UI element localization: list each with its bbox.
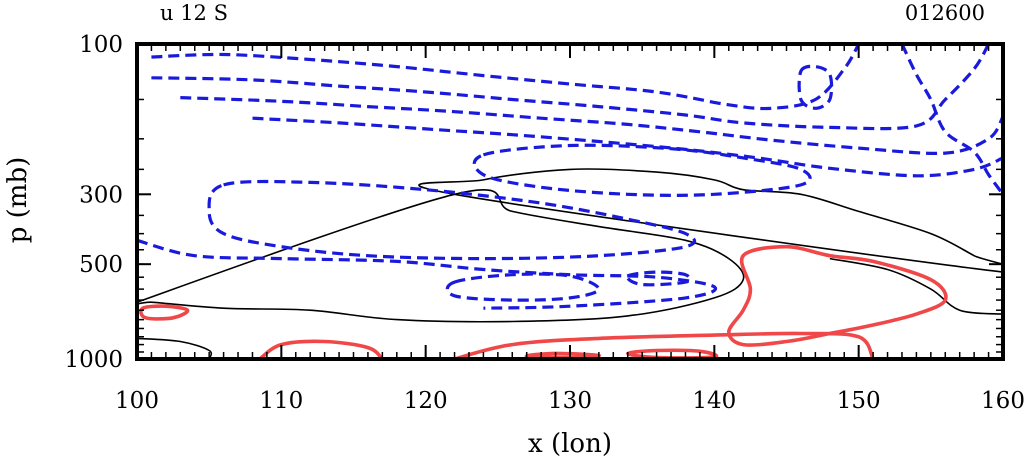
y-axis-label: p (mb)	[3, 157, 33, 244]
contour-neg-small-loop	[625, 270, 692, 287]
y-tick-label-100: 100	[79, 32, 123, 58]
contour-pos-small-1	[524, 351, 601, 359]
y-axis-ticks: 100 300 500 1000	[64, 32, 1003, 373]
x-tick-label-110: 110	[259, 388, 303, 414]
minor-ticks	[136, 43, 1004, 360]
x-tick-label-130: 130	[548, 388, 592, 414]
contour-lines	[137, 44, 1003, 359]
plot-frame	[135, 42, 1005, 361]
x-tick-label-120: 120	[404, 388, 448, 414]
contour-pos-bottom-2	[454, 331, 875, 359]
contour-neg-top-4	[252, 116, 1003, 178]
chart-title-right: 012600	[905, 1, 985, 25]
contour-neg-mid-loop-1	[472, 143, 812, 197]
x-tick-label-150: 150	[837, 388, 881, 414]
contour-neg-top-1	[151, 44, 861, 111]
contour-neg-mid-loop-2	[207, 179, 697, 261]
contour-zero-upper	[418, 168, 1003, 273]
y-tick-label-300: 300	[79, 182, 123, 208]
contour-zero-right-low	[829, 257, 1003, 315]
contour-neg-cap-loop	[797, 64, 834, 110]
x-tick-label-100: 100	[115, 388, 159, 414]
contour-zero-core	[137, 189, 745, 323]
contour-pos-left-blob	[139, 304, 190, 321]
contour-pos-small-2	[625, 348, 719, 359]
x-axis-label: x (lon)	[528, 429, 612, 459]
chart-title-left: u 12 S	[160, 1, 228, 25]
x-tick-label-140: 140	[692, 388, 736, 414]
x-tick-label-160: 160	[981, 388, 1025, 414]
contour-neg-top-3	[180, 96, 1003, 155]
contour-pos-bottom-1	[258, 339, 384, 359]
contour-zero-bottom-left	[137, 337, 213, 359]
contour-neg-top-2	[151, 44, 991, 131]
y-tick-label-1000: 1000	[64, 347, 123, 373]
y-tick-label-500: 500	[79, 252, 123, 278]
contour-pos-right-blob	[727, 244, 948, 347]
contour-neg-right-edge	[900, 44, 1003, 196]
contour-neg-low-arc	[137, 238, 718, 310]
contour-neg-core-loop	[445, 272, 601, 302]
x-axis-ticks: 100 110 120 130 140 150 160	[115, 44, 1025, 414]
